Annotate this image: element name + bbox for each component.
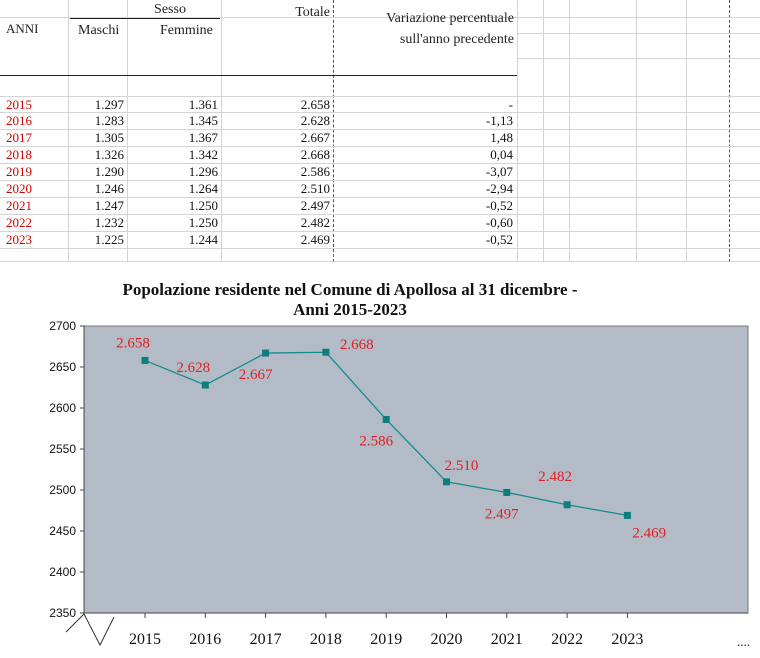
variazione-cell: -2,94: [485, 181, 513, 196]
maschi-cell: 1.283: [94, 113, 124, 128]
y-tick-label: 2700: [49, 319, 76, 333]
data-point-marker: [443, 478, 450, 486]
femmine-cell: 1.264: [188, 181, 218, 196]
maschi-cell: 1.305: [94, 130, 124, 145]
femmine-cell: 1.367: [188, 130, 218, 145]
y-tick-label: 2500: [49, 483, 76, 497]
variazione-cell: -3,07: [485, 164, 513, 179]
year-cell: 2021: [6, 198, 32, 213]
y-tick-label: 2450: [49, 524, 76, 538]
x-tick-label: 2016: [189, 631, 221, 648]
maschi-cell: 1.297: [94, 97, 124, 112]
femmine-cell: 1.296: [188, 164, 218, 179]
variazione-cell: 1,48: [490, 130, 513, 145]
data-point-marker: [382, 415, 390, 423]
chart-title-line2: Anni 2015-2023: [293, 300, 407, 319]
femmine-cell: 1.345: [188, 113, 218, 128]
data-point-marker: [262, 349, 270, 357]
variazione-cell: -0,52: [485, 198, 513, 213]
x-tick-label: 2017: [250, 631, 282, 648]
y-tick-label: 2650: [49, 360, 76, 374]
year-cell: 2017: [6, 130, 32, 145]
maschi-cell: 1.232: [94, 215, 124, 230]
year-cell: 2016: [6, 113, 32, 128]
data-label: 2.628: [176, 360, 210, 376]
year-cell: 2023: [6, 232, 32, 247]
data-label: 2.658: [116, 335, 150, 351]
data-point-marker: [503, 488, 511, 496]
totale-cell: 2.497: [300, 198, 330, 213]
x-tick-label: 2015: [129, 631, 161, 648]
header-totale: Totale: [295, 5, 330, 20]
data-label: 2.469: [632, 525, 666, 541]
totale-cell: 2.510: [300, 181, 330, 196]
data-label: 2.586: [359, 433, 393, 449]
header-variazione-2: sull'anno precedente: [399, 32, 514, 47]
femmine-cell: 1.342: [188, 147, 218, 162]
data-label: 2.497: [485, 506, 519, 522]
data-point-marker: [322, 348, 330, 356]
year-cell: 2022: [6, 215, 32, 230]
totale-cell: 2.586: [300, 164, 330, 179]
x-tick-label: 2021: [491, 631, 523, 648]
maschi-cell: 1.247: [94, 198, 124, 213]
femmine-cell: 1.250: [188, 215, 218, 230]
header-femmine: Femmine: [160, 23, 213, 38]
totale-cell: 2.628: [300, 113, 330, 128]
totale-cell: 2.658: [300, 97, 330, 112]
maschi-cell: 1.225: [94, 232, 124, 247]
data-point-marker: [141, 356, 149, 364]
totale-cell: 2.667: [300, 130, 330, 145]
data-point-marker: [623, 511, 631, 519]
year-cell: 2020: [6, 181, 32, 196]
y-tick-label: 2400: [49, 565, 76, 579]
x-tick-label: 2023: [611, 631, 643, 648]
population-chart: Popolazione residente nel Comune di Apol…: [0, 262, 760, 658]
y-tick-label: 2350: [49, 606, 76, 620]
year-cell: 2018: [6, 147, 32, 162]
totale-cell: 2.469: [300, 232, 330, 247]
x-tick-label: 2018: [310, 631, 342, 648]
y-tick-label: 2600: [49, 401, 76, 415]
totale-cell: 2.668: [300, 147, 330, 162]
maschi-cell: 1.246: [94, 181, 124, 196]
maschi-cell: 1.290: [94, 164, 124, 179]
header-sesso: Sesso: [154, 2, 186, 17]
variazione-cell: -0,52: [485, 232, 513, 247]
data-point-marker: [201, 381, 209, 389]
header-variazione-1: Variazione percentuale: [386, 11, 514, 26]
femmine-cell: 1.361: [188, 97, 218, 112]
x-tick-label: 2020: [431, 631, 463, 648]
plot-area: [83, 325, 749, 614]
femmine-cell: 1.250: [188, 198, 218, 213]
year-cell: 2019: [6, 164, 32, 179]
maschi-cell: 1.326: [94, 147, 124, 162]
header-maschi: Maschi: [78, 23, 120, 38]
femmine-cell: 1.244: [188, 232, 218, 247]
data-label: 2.510: [445, 458, 479, 474]
totale-cell: 2.482: [300, 215, 330, 230]
x-axis-extra-label: ....: [737, 634, 750, 649]
chart-title-line1: Popolazione residente nel Comune di Apol…: [122, 280, 578, 299]
data-label: 2.668: [340, 337, 374, 353]
variazione-cell: -1,13: [485, 113, 513, 128]
variazione-cell: -0,60: [485, 215, 513, 230]
axis-break-mark: [65, 613, 115, 647]
variazione-cell: -: [508, 97, 513, 112]
x-tick-label: 2019: [370, 631, 402, 648]
data-label: 2.482: [538, 469, 572, 485]
y-tick-label: 2550: [49, 442, 76, 456]
line-chart-svg: 2350 2400 2450 2500 2550 2600 2650 2700 2015 2016…: [49, 319, 749, 648]
variazione-cell: 0,04: [490, 147, 513, 162]
data-point-marker: [563, 501, 571, 509]
year-cell: 2015: [6, 97, 32, 112]
spreadsheet-table: ANNI Sesso Maschi Femmine Totale Variazi…: [0, 0, 760, 262]
x-tick-label: 2022: [551, 631, 583, 648]
header-anni: ANNI: [6, 21, 39, 36]
data-label: 2.667: [239, 367, 273, 383]
